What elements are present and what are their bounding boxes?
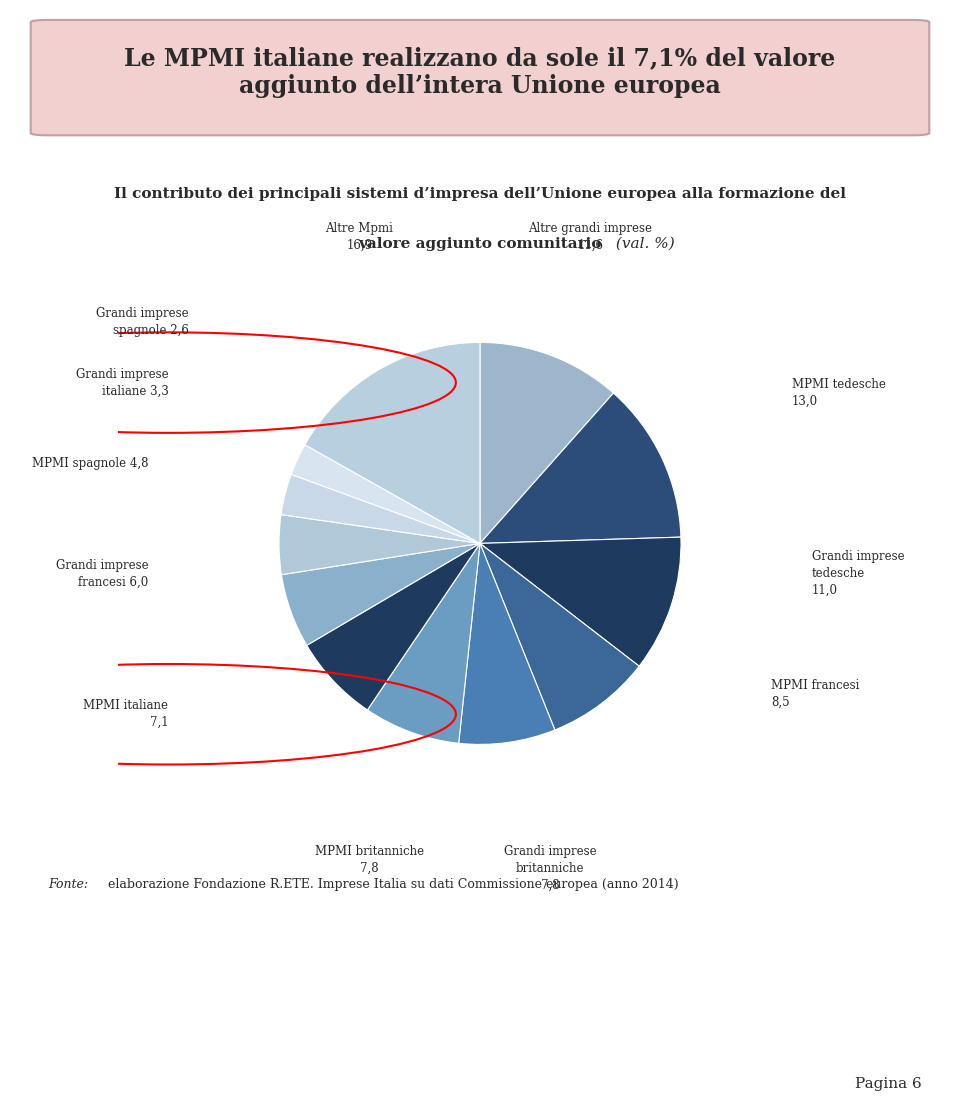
Text: valore aggiunto comunitario: valore aggiunto comunitario [358,237,602,251]
Wedge shape [459,543,555,744]
Wedge shape [480,537,681,667]
Wedge shape [307,543,480,710]
Text: Altre grandi imprese
11,6: Altre grandi imprese 11,6 [529,222,653,252]
Text: MPMI britanniche
7,8: MPMI britanniche 7,8 [315,845,424,875]
Text: Grandi imprese
francesi 6,0: Grandi imprese francesi 6,0 [56,559,149,589]
Text: MPMI italiane
7,1: MPMI italiane 7,1 [84,700,168,730]
Text: Grandi imprese
tedesche
11,0: Grandi imprese tedesche 11,0 [811,550,904,597]
Wedge shape [368,543,480,743]
Wedge shape [480,343,613,543]
FancyBboxPatch shape [31,20,929,135]
Text: Pagina 6: Pagina 6 [854,1077,922,1091]
Wedge shape [291,445,480,543]
Wedge shape [281,475,480,543]
Wedge shape [305,343,480,543]
Text: Fonte:: Fonte: [48,878,88,892]
Wedge shape [279,515,480,574]
Text: Grandi imprese
britanniche
7,8: Grandi imprese britanniche 7,8 [504,845,597,892]
Text: “LE IMPRESE CHE FANNO GRANDE L’EUROPA” –: “LE IMPRESE CHE FANNO GRANDE L’EUROPA” – [194,1077,622,1091]
Wedge shape [480,543,639,730]
Text: MPMI francesi
8,5: MPMI francesi 8,5 [772,679,860,709]
Text: Il contributo dei principali sistemi d’impresa dell’Unione europea alla formazio: Il contributo dei principali sistemi d’i… [114,187,846,201]
Wedge shape [480,393,681,543]
Text: Grandi imprese
italiane 3,3: Grandi imprese italiane 3,3 [76,367,168,398]
Text: Grandi imprese
spagnole 2,6: Grandi imprese spagnole 2,6 [96,307,188,337]
Text: Le MPMI italiane realizzano da sole il 7,1% del valore
aggiunto dell’intera Unio: Le MPMI italiane realizzano da sole il 7… [125,47,835,98]
Text: Numeri in pillole: Numeri in pillole [466,1077,612,1091]
Text: Altre Mpmi
16,9: Altre Mpmi 16,9 [325,222,394,252]
Text: elaborazione Fondazione R.ETE. Imprese Italia su dati Commissione europea (anno : elaborazione Fondazione R.ETE. Imprese I… [105,878,679,892]
Text: (val. %): (val. %) [612,237,675,251]
Text: MPMI tedesche
13,0: MPMI tedesche 13,0 [792,378,885,408]
Wedge shape [281,543,480,645]
Text: MPMI spagnole 4,8: MPMI spagnole 4,8 [32,457,149,469]
